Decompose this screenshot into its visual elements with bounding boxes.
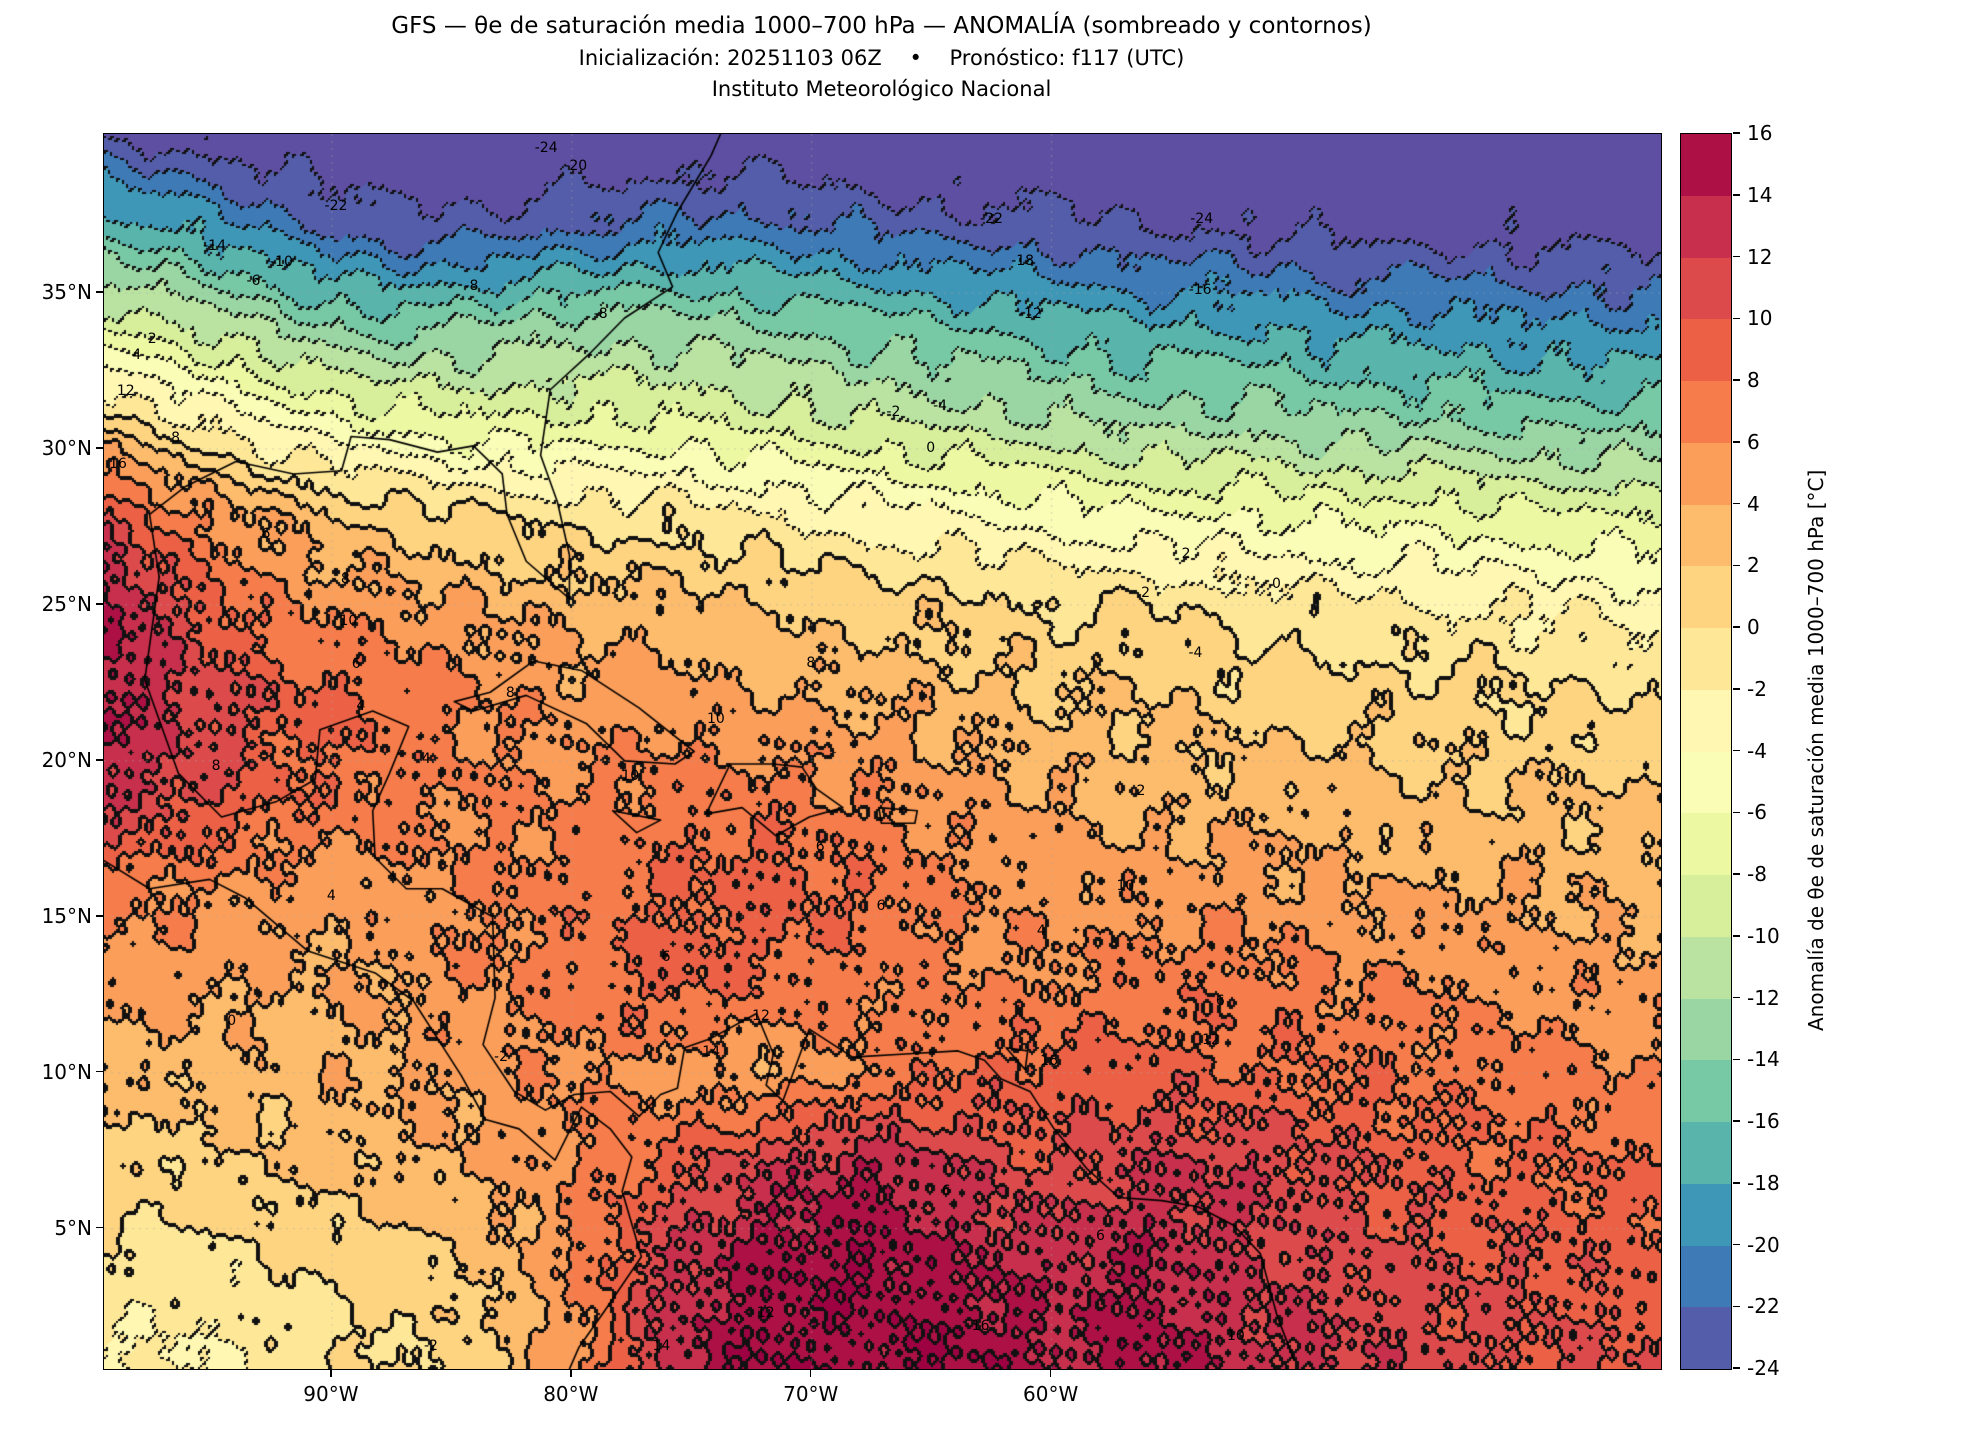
x-tick-label: 90°W <box>303 1382 359 1406</box>
y-tick-mark <box>96 291 103 293</box>
colorbar-tick-label: -12 <box>1747 985 1780 1010</box>
y-tick-mark <box>96 447 103 449</box>
colorbar-tick-label: 0 <box>1747 615 1760 639</box>
colorbar-segment <box>1681 442 1731 505</box>
colorbar-segment <box>1681 1307 1731 1369</box>
colorbar-segment <box>1681 998 1731 1061</box>
colorbar-tick-mark <box>1733 379 1740 381</box>
colorbar-tick-mark <box>1733 1058 1740 1060</box>
map-plot-area: -22 -24 -20 -22 -24 -14 -10 -6 -8 -18 -16 -12 -8 -4 -2… <box>103 133 1662 1370</box>
colorbar-tick-mark <box>1733 935 1740 937</box>
chart-institution: Instituto Meteorológico Nacional <box>711 77 1052 101</box>
colorbar-tick-label: -20 <box>1747 1232 1780 1257</box>
colorbar-segment <box>1681 813 1731 875</box>
colorbar-tick-label: 12 <box>1747 244 1773 269</box>
colorbar-segment <box>1681 936 1731 999</box>
y-tick-label: 35°N <box>41 280 92 305</box>
colorbar-tick-mark <box>1733 873 1740 875</box>
colorbar-tick-label: 2 <box>1747 553 1760 578</box>
colorbar-tick-label: -6 <box>1747 800 1767 825</box>
y-tick-mark <box>96 915 103 917</box>
colorbar-tick-label: 8 <box>1747 368 1760 392</box>
x-tick-label: 80°W <box>543 1382 599 1406</box>
y-tick-label: 25°N <box>41 591 92 616</box>
colorbar-tick-mark <box>1733 255 1740 258</box>
colorbar-tick-mark <box>1733 1120 1740 1122</box>
colorbar-segment <box>1681 381 1731 443</box>
colorbar-segment <box>1681 1183 1731 1246</box>
colorbar-label: Anomalía de θe de saturación media 1000–… <box>1804 469 1828 1032</box>
y-tick-label: 5°N <box>54 1215 92 1240</box>
colorbar-segment <box>1681 257 1731 320</box>
colorbar-tick-mark <box>1733 317 1740 319</box>
colorbar-tick-label: -22 <box>1747 1294 1780 1319</box>
colorbar-tick-label: 16 <box>1747 121 1773 145</box>
x-tick-label: 60°W <box>1023 1382 1079 1406</box>
y-tick-mark <box>96 1226 103 1229</box>
x-tick-mark <box>570 1370 572 1377</box>
colorbar-tick-label: -16 <box>1747 1109 1780 1133</box>
colorbar-tick-label: -4 <box>1747 738 1767 763</box>
colorbar <box>1680 133 1732 1370</box>
colorbar-tick-label: 14 <box>1747 182 1773 207</box>
colorbar-tick-mark <box>1733 194 1740 196</box>
colorbar-tick-mark <box>1733 1305 1740 1307</box>
colorbar-segment <box>1681 319 1731 381</box>
colorbar-tick-label: 6 <box>1747 429 1760 454</box>
colorbar-tick-mark <box>1733 441 1740 443</box>
chart-subtitle: Inicialización: 20251103 06Z • Pronóstic… <box>578 46 1185 70</box>
colorbar-segment <box>1681 751 1731 814</box>
colorbar-tick-mark <box>1733 749 1740 752</box>
y-tick-mark <box>96 603 103 605</box>
colorbar-tick-label: -24 <box>1747 1356 1780 1380</box>
colorbar-segment <box>1681 875 1731 937</box>
colorbar-tick-label: -10 <box>1747 923 1780 948</box>
colorbar-segment <box>1681 689 1731 752</box>
x-tick-mark <box>809 1370 812 1377</box>
chart-title: GFS — θe de saturación media 1000–700 hP… <box>391 13 1372 39</box>
x-tick-label: 70°W <box>783 1382 839 1406</box>
x-tick-mark <box>1049 1370 1052 1377</box>
colorbar-tick-label: -18 <box>1747 1170 1780 1195</box>
contour-map-canvas <box>104 134 1661 1369</box>
colorbar-tick-mark <box>1733 502 1740 505</box>
y-tick-mark <box>96 1070 103 1073</box>
y-tick-label: 30°N <box>41 435 92 460</box>
colorbar-tick-label: 4 <box>1747 491 1760 516</box>
colorbar-tick-label: -14 <box>1747 1047 1780 1072</box>
colorbar-tick-mark <box>1733 626 1740 628</box>
colorbar-tick-label: 10 <box>1747 306 1773 331</box>
colorbar-segment <box>1681 195 1731 258</box>
y-tick-mark <box>96 759 103 761</box>
colorbar-tick-mark <box>1733 564 1740 566</box>
y-tick-label: 15°N <box>41 903 92 928</box>
colorbar-tick-mark <box>1733 1182 1740 1184</box>
colorbar-segment <box>1681 1060 1731 1122</box>
colorbar-tick-mark <box>1733 1367 1740 1369</box>
colorbar-segment <box>1681 628 1731 690</box>
colorbar-tick-label: -8 <box>1747 862 1767 886</box>
colorbar-segment <box>1681 1122 1731 1184</box>
y-tick-label: 10°N <box>41 1059 92 1084</box>
colorbar-tick-mark <box>1733 1243 1740 1246</box>
colorbar-segment <box>1681 504 1731 567</box>
colorbar-tick-mark <box>1733 996 1740 999</box>
colorbar-segment <box>1681 566 1731 628</box>
colorbar-tick-label: -2 <box>1747 676 1767 701</box>
colorbar-tick-mark <box>1733 132 1740 134</box>
colorbar-tick-mark <box>1733 688 1740 690</box>
x-tick-mark <box>330 1370 332 1377</box>
y-tick-label: 20°N <box>41 747 92 772</box>
colorbar-tick-mark <box>1733 811 1740 813</box>
colorbar-segment <box>1681 134 1731 196</box>
colorbar-segment <box>1681 1245 1731 1308</box>
